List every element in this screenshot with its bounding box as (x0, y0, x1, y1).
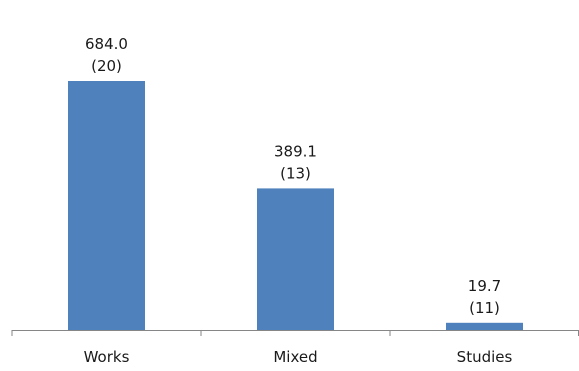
bars-layer (68, 81, 523, 330)
tick-label-mixed: Mixed (273, 348, 317, 366)
count-label-works: (20) (91, 57, 122, 75)
tick-label-studies: Studies (457, 348, 513, 366)
bar-mixed (257, 188, 334, 330)
count-label-studies: (11) (469, 299, 500, 317)
x-axis: Works Mixed Studies (11, 330, 579, 366)
tick-label-works: Works (84, 348, 130, 366)
value-label-mixed: 389.1 (274, 142, 317, 160)
bar-works (68, 81, 145, 330)
data-labels-layer: 684.0 (20) 389.1 (13) 19.7 (11) (85, 35, 501, 317)
value-label-works: 684.0 (85, 35, 128, 53)
count-label-mixed: (13) (280, 164, 311, 182)
value-label-studies: 19.7 (468, 277, 501, 295)
bar-studies (446, 322, 523, 330)
